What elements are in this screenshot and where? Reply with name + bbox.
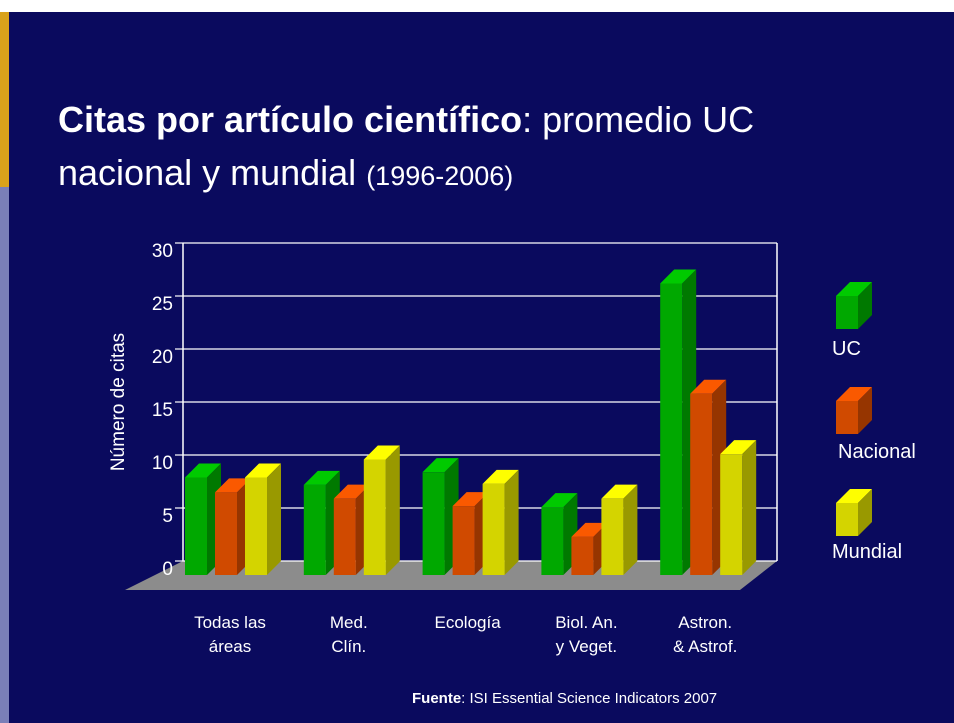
source: Fuente: ISI Essential Science Indicators…: [412, 690, 717, 707]
x-tick-label: Clín.: [331, 637, 366, 656]
bar-top: [333, 484, 370, 499]
bar-front: [185, 477, 207, 575]
bar-front: [571, 536, 594, 575]
bar: [363, 445, 400, 575]
legend-swatch-front: [836, 296, 858, 329]
bar-top: [541, 493, 578, 508]
legend-swatch-side: [858, 387, 872, 434]
legend-swatch: [836, 387, 872, 434]
legend-swatch-front: [836, 503, 858, 536]
legend-swatch-top: [836, 489, 872, 503]
bar-top: [363, 445, 400, 460]
legend-label: UC: [832, 338, 861, 360]
legend-swatch-front: [836, 401, 858, 434]
title-line1: Citas por artículo científico: promedio …: [58, 99, 754, 140]
bar-front: [422, 472, 445, 575]
x-tick-label: Ecología: [435, 613, 502, 632]
title-rest: : promedio UC: [522, 99, 754, 140]
bar-front: [720, 454, 743, 575]
title-bold: Citas por artículo científico: [58, 99, 522, 140]
bar-side: [385, 445, 400, 575]
x-tick-label: Astron.: [678, 613, 732, 632]
plot: 0 5 10 15 20 25 30 Todas las áreas Med. Clín. Ecolo…: [152, 241, 916, 656]
y-tick-label: 20: [152, 347, 173, 368]
bar-side: [623, 484, 638, 575]
x-tick-label: áreas: [209, 637, 252, 656]
bar-top: [452, 492, 489, 507]
y-tick-label: 25: [152, 294, 173, 315]
side-stripe: [0, 187, 9, 723]
bar-top: [601, 484, 638, 499]
y-tick-label: 30: [152, 241, 173, 262]
bar: [720, 440, 757, 575]
bar-front: [303, 484, 326, 575]
x-tick-label: y Veget.: [556, 637, 617, 656]
y-tick-label: 15: [152, 400, 173, 421]
legend-swatch-top: [836, 387, 872, 401]
x-tick-label: Med.: [330, 613, 368, 632]
bar-top: [185, 463, 221, 478]
bar: [541, 493, 578, 575]
bar-front: [333, 498, 356, 575]
bar-front: [660, 283, 683, 575]
legend-label: Mundial: [832, 541, 902, 563]
legend-swatch: [836, 282, 872, 329]
accent-stripe: [0, 12, 9, 187]
bar-side: [742, 440, 757, 575]
y-tick-label: 0: [162, 559, 173, 580]
bar-top: [571, 522, 608, 537]
x-tick-label: & Astrof.: [673, 637, 737, 656]
bar: [482, 469, 519, 575]
source-bold: Fuente: [412, 690, 461, 707]
legend-label: Nacional: [838, 441, 916, 463]
bar-front: [541, 507, 564, 575]
bar-front: [601, 498, 624, 575]
legend-swatch-side: [858, 282, 872, 329]
bar-front: [245, 477, 267, 575]
bar-top: [720, 440, 757, 455]
bar-top: [660, 269, 697, 284]
title-line2-text: nacional y mundial: [58, 152, 356, 193]
bar-top: [690, 379, 727, 394]
background: [0, 12, 954, 723]
source-rest: : ISI Essential Science Indicators 2007: [461, 690, 717, 707]
bar-top: [215, 478, 251, 493]
bar-top: [482, 469, 519, 484]
bar-front: [482, 483, 505, 575]
bar-side: [504, 469, 519, 575]
bar: [245, 463, 281, 575]
title-line2: nacional y mundial (1996-2006): [58, 152, 513, 193]
y-tick-label: 10: [152, 453, 173, 474]
y-axis-label: Número de citas: [108, 333, 129, 471]
bar-front: [452, 506, 475, 575]
bar-side: [267, 463, 281, 575]
bar: [660, 269, 697, 575]
x-tick-label: Biol. An.: [555, 613, 617, 632]
title-note: (1996-2006): [366, 161, 513, 191]
bar-top: [303, 470, 340, 485]
bar-top: [245, 463, 281, 478]
legend-swatch: [836, 489, 872, 536]
bar: [601, 484, 638, 575]
bar-front: [363, 459, 386, 575]
bar-front: [690, 393, 713, 575]
bar-top: [422, 458, 459, 473]
y-tick-label: 5: [162, 506, 173, 527]
legend-swatch-top: [836, 282, 872, 296]
legend-swatch-side: [858, 489, 872, 536]
bar-front: [215, 492, 237, 575]
x-tick-label: Todas las: [194, 613, 266, 632]
